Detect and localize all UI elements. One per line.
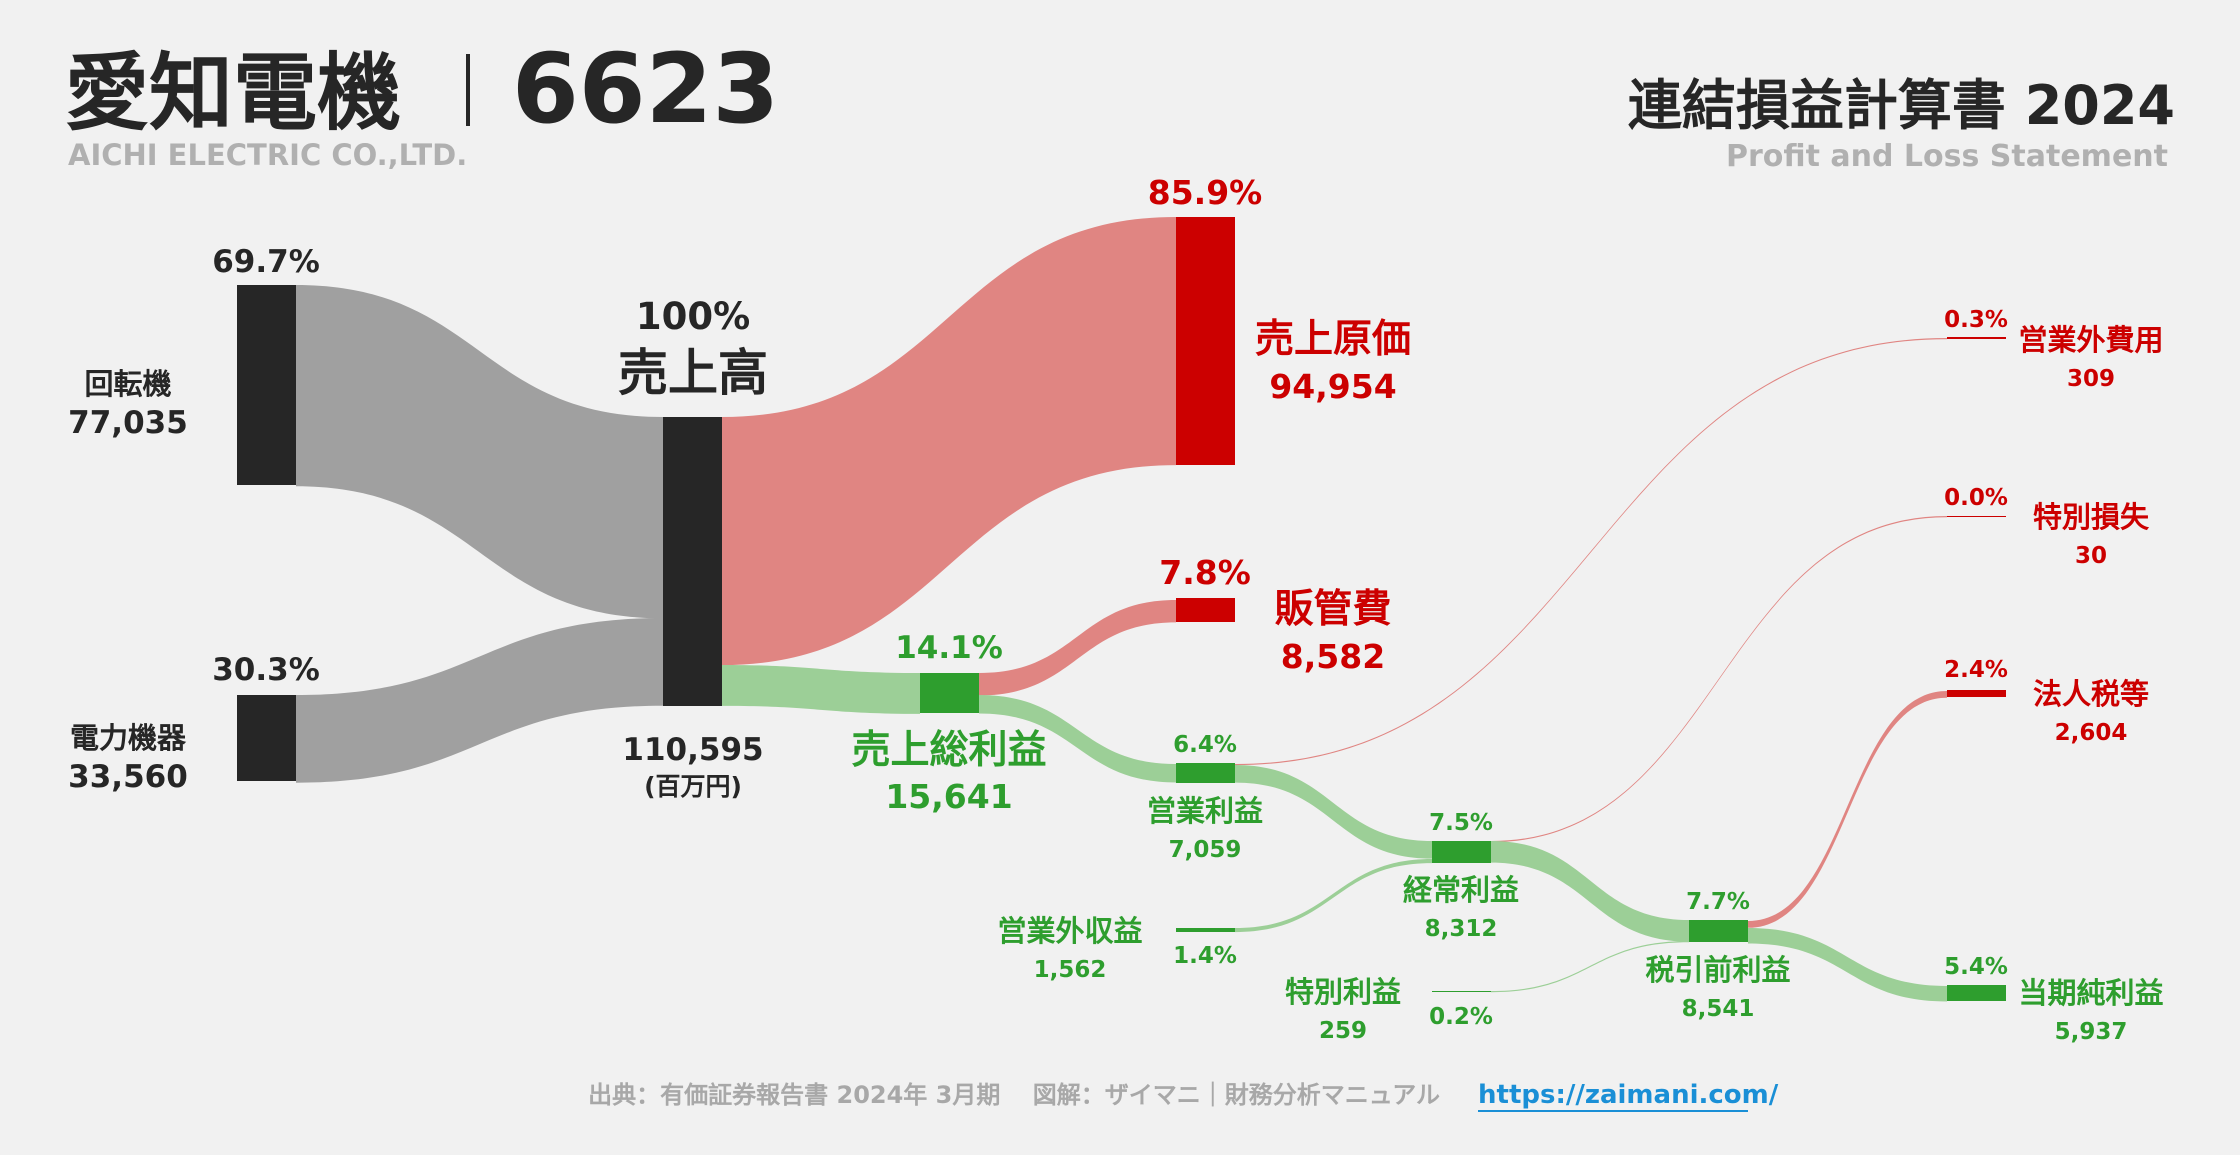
value-denryoku: 33,560 bbox=[68, 759, 188, 795]
footer-source: 出典：有価証券報告書 2024年 3月期 図解：ザイマニ｜財務分析マニュアル bbox=[588, 1081, 1440, 1109]
pct-eigyogaishueki: 1.4% bbox=[1173, 943, 1237, 969]
node-bar-keijo bbox=[1432, 841, 1491, 863]
node-bar-sori bbox=[920, 673, 979, 713]
value-keijo: 8,312 bbox=[1425, 916, 1498, 942]
value-hojinzei: 2,604 bbox=[2055, 720, 2128, 746]
unit-label: (百万円) bbox=[644, 772, 742, 801]
flow-kaitenki-to-uriage bbox=[296, 285, 663, 619]
pct-junrieki: 5.4% bbox=[1944, 954, 2008, 980]
value-uriage: 110,595 bbox=[622, 732, 763, 768]
pct-zeibiki: 7.7% bbox=[1686, 889, 1750, 915]
value-eigyogaihiyo: 309 bbox=[2067, 366, 2115, 392]
flow-eigyogaishueki-to-keijo bbox=[1235, 859, 1432, 933]
pct-sori: 14.1% bbox=[895, 630, 1003, 666]
flow-sori-to-hankan bbox=[979, 600, 1176, 696]
value-zeibiki: 8,541 bbox=[1682, 996, 1755, 1022]
node-bar-tokubetsueki bbox=[1432, 991, 1491, 992]
flow-uriage-to-sori bbox=[722, 665, 920, 714]
value-kaitenki: 77,035 bbox=[68, 405, 188, 441]
node-bar-eigyo bbox=[1176, 763, 1235, 783]
flow-sori-to-eigyo bbox=[979, 695, 1176, 783]
label-hankan: 販管費 bbox=[1274, 587, 1391, 632]
flow-keijo-to-zeibiki bbox=[1491, 841, 1689, 942]
flow-zeibiki-to-hojinzei bbox=[1748, 691, 1947, 928]
value-eigyogaishueki: 1,562 bbox=[1034, 957, 1107, 983]
node-bar-hojinzei bbox=[1947, 690, 2006, 697]
company-name-en: AICHI ELECTRIC CO.,LTD. bbox=[68, 138, 467, 172]
value-tokubetsuson: 30 bbox=[2075, 543, 2107, 569]
pct-tokubetsuson: 0.0% bbox=[1944, 485, 2008, 511]
flow-uriage-to-genka bbox=[722, 217, 1176, 666]
value-genka: 94,954 bbox=[1269, 367, 1396, 406]
value-junrieki: 5,937 bbox=[2055, 1019, 2128, 1045]
pct-genka: 85.9% bbox=[1148, 173, 1263, 212]
sankey-flows bbox=[296, 217, 1947, 1002]
footer-link-underline bbox=[1478, 1110, 1748, 1112]
statement-title-en: Profit and Loss Statement bbox=[1726, 139, 2168, 174]
value-hankan: 8,582 bbox=[1281, 637, 1385, 676]
title-divider bbox=[466, 54, 470, 126]
pct-hankan: 7.8% bbox=[1159, 553, 1251, 592]
flow-tokubetsueki-to-zeibiki bbox=[1491, 941, 1689, 993]
node-bar-eigyogaishueki bbox=[1176, 928, 1235, 932]
value-tokubetsueki: 259 bbox=[1319, 1018, 1367, 1044]
label-kaitenki: 回転機 bbox=[84, 367, 171, 401]
value-sori: 15,641 bbox=[885, 777, 1012, 816]
label-eigyogaishueki: 営業外収益 bbox=[997, 914, 1142, 948]
pct-hojinzei: 2.4% bbox=[1944, 657, 2008, 683]
label-eigyo: 営業利益 bbox=[1147, 794, 1263, 828]
pct-eigyo: 6.4% bbox=[1173, 732, 1237, 758]
label-denryoku: 電力機器 bbox=[70, 721, 187, 755]
label-genka: 売上原価 bbox=[1255, 317, 1411, 362]
label-eigyogaihiyo: 営業外費用 bbox=[2018, 323, 2163, 357]
pct-uriage: 100% bbox=[636, 295, 750, 338]
node-bar-kaitenki bbox=[237, 285, 296, 485]
pct-tokubetsueki: 0.2% bbox=[1429, 1004, 1493, 1030]
node-bar-zeibiki bbox=[1689, 920, 1748, 942]
pct-keijo: 7.5% bbox=[1429, 810, 1493, 836]
flow-keijo-to-tokubetsuson bbox=[1491, 516, 1947, 843]
node-bar-tokubetsuson bbox=[1947, 516, 2006, 517]
value-eigyo: 7,059 bbox=[1169, 837, 1242, 863]
label-keijo: 経常利益 bbox=[1403, 873, 1519, 907]
node-bar-genka bbox=[1176, 217, 1235, 465]
node-bar-eigyogaihiyo bbox=[1947, 337, 2006, 339]
label-tokubetsueki: 特別利益 bbox=[1285, 975, 1401, 1009]
label-junrieki: 当期純利益 bbox=[2018, 976, 2163, 1010]
node-bar-junrieki bbox=[1947, 985, 2006, 1001]
label-zeibiki: 税引前利益 bbox=[1645, 953, 1790, 987]
footer-link[interactable]: https://zaimani.com/ bbox=[1478, 1080, 1779, 1110]
pct-denryoku: 30.3% bbox=[212, 652, 320, 688]
label-hojinzei: 法人税等 bbox=[2033, 677, 2149, 711]
flow-eigyo-to-keijo bbox=[1235, 765, 1432, 859]
node-bar-denryoku bbox=[237, 695, 296, 781]
label-tokubetsuson: 特別損失 bbox=[2033, 500, 2150, 534]
pct-kaitenki: 69.7% bbox=[212, 244, 320, 280]
stock-code: 6623 bbox=[512, 33, 779, 145]
flow-denryoku-to-uriage bbox=[296, 618, 663, 783]
flow-zeibiki-to-junrieki bbox=[1748, 928, 1947, 1002]
node-bar-hankan bbox=[1176, 598, 1235, 622]
flow-eigyo-to-eigyogaihiyo bbox=[1235, 338, 1947, 766]
pct-eigyogaihiyo: 0.3% bbox=[1944, 307, 2008, 333]
label-uriage: 売上高 bbox=[618, 344, 768, 402]
label-sori: 売上総利益 bbox=[851, 728, 1046, 773]
company-name: 愛知電機 bbox=[65, 44, 401, 142]
node-bar-uriage bbox=[663, 417, 722, 706]
statement-title: 連結損益計算書 2024 bbox=[1628, 74, 2175, 137]
